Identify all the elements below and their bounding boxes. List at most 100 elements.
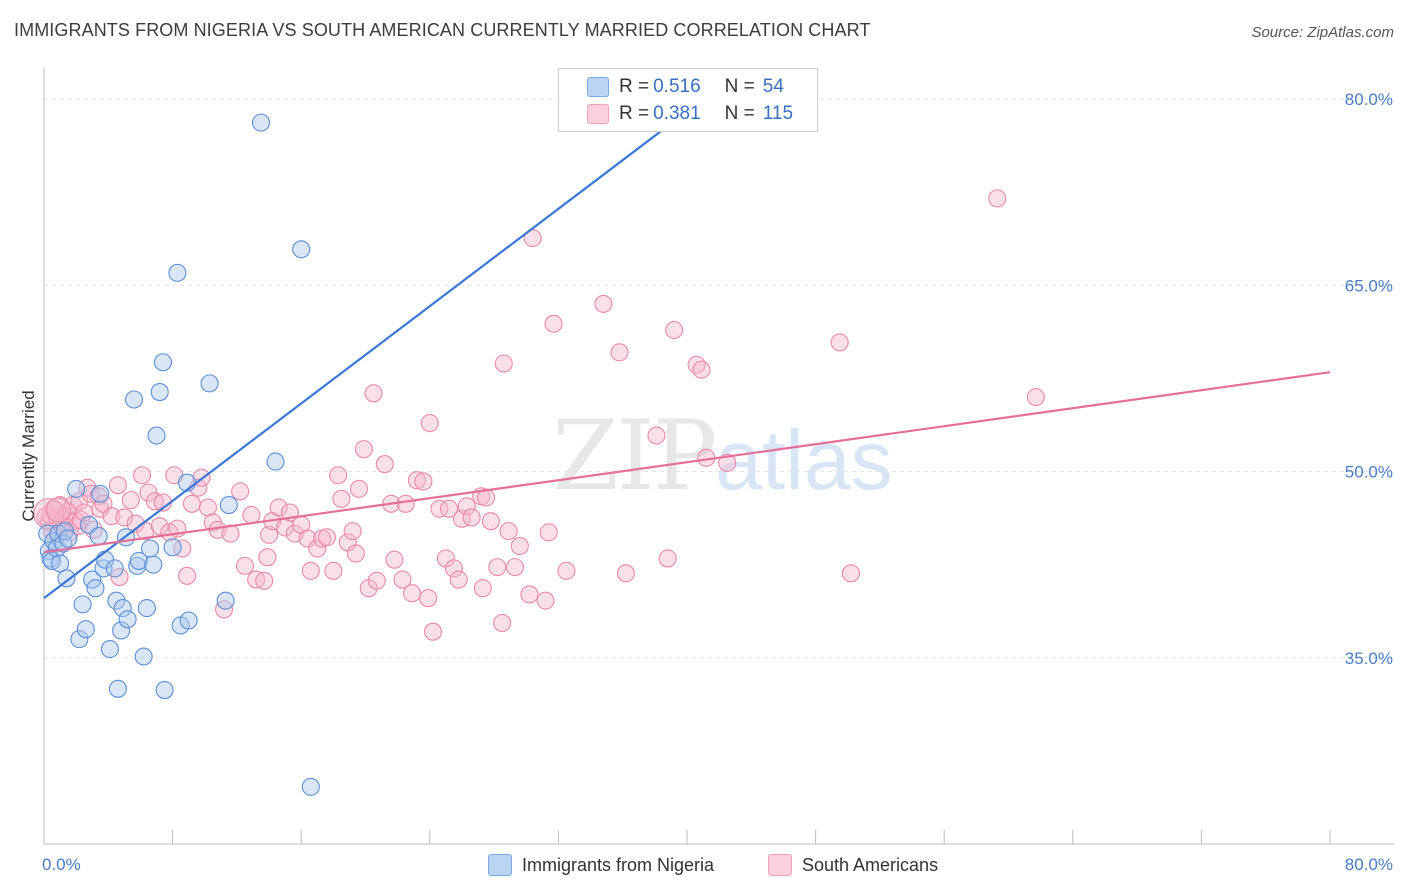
legend-n-value: 54 xyxy=(762,76,784,97)
point-south-americans xyxy=(440,499,459,518)
point-south-americans xyxy=(259,525,279,544)
legend-r-label: R = xyxy=(619,76,650,97)
point-nigeria xyxy=(301,777,320,796)
point-south-americans xyxy=(33,498,65,530)
point-south-americans xyxy=(494,354,513,373)
bottom-legend-swatch-pink xyxy=(768,854,792,876)
point-nigeria xyxy=(118,610,137,629)
point-nigeria xyxy=(137,599,156,618)
point-nigeria xyxy=(91,484,110,503)
point-south-americans xyxy=(449,570,468,589)
point-south-americans xyxy=(396,494,415,513)
point-south-americans xyxy=(830,333,849,352)
point-south-americans xyxy=(718,453,737,472)
point-south-americans xyxy=(269,498,288,517)
point-south-americans xyxy=(343,522,362,541)
point-nigeria xyxy=(124,390,144,409)
legend-swatch-pink xyxy=(587,104,609,124)
point-south-americans xyxy=(375,455,394,474)
point-south-americans xyxy=(102,507,121,526)
point-south-americans xyxy=(298,529,317,548)
x-tick-label: 0.0% xyxy=(42,855,81,874)
chart-title: IMMIGRANTS FROM NIGERIA VS SOUTH AMERICA… xyxy=(14,20,871,40)
legend-row-south-americans: R = 0.381 N = 115 xyxy=(587,101,793,127)
trend-line-nigeria xyxy=(43,110,688,600)
point-nigeria xyxy=(73,595,92,614)
point-south-americans xyxy=(505,558,525,577)
y-tick-label: 80.0% xyxy=(1345,90,1393,109)
point-south-americans xyxy=(1026,387,1045,407)
point-south-americans xyxy=(520,585,539,604)
point-south-americans xyxy=(536,591,555,610)
point-nigeria xyxy=(112,621,131,640)
point-south-americans xyxy=(317,528,336,547)
point-south-americans xyxy=(499,522,518,541)
point-south-americans xyxy=(692,360,711,379)
y-axis-label: Currently Married xyxy=(19,390,38,521)
point-south-americans xyxy=(473,579,492,598)
point-nigeria xyxy=(155,680,174,700)
point-nigeria xyxy=(292,240,311,259)
point-south-americans xyxy=(414,472,433,491)
point-south-americans xyxy=(647,426,666,445)
legend-r-value: 0.516 xyxy=(653,76,701,97)
point-south-americans xyxy=(45,497,72,523)
legend-r-label: R = xyxy=(619,103,650,124)
point-south-americans xyxy=(407,471,426,490)
bottom-legend-south-americans: South Americans xyxy=(768,852,938,878)
point-south-americans xyxy=(493,613,512,633)
point-south-americans xyxy=(481,512,500,531)
point-nigeria xyxy=(219,495,238,515)
point-south-americans xyxy=(91,499,110,518)
point-nigeria xyxy=(113,599,132,618)
legend-row-nigeria: R = 0.516 N = 54 xyxy=(587,74,784,100)
nigeria-points xyxy=(38,113,320,796)
point-nigeria xyxy=(70,630,89,649)
x-tick-label: 80.0% xyxy=(1345,855,1393,874)
point-nigeria xyxy=(86,579,105,598)
point-nigeria xyxy=(144,555,163,574)
point-nigeria xyxy=(100,640,119,659)
point-nigeria xyxy=(179,611,198,630)
point-south-americans xyxy=(594,294,613,313)
point-south-americans xyxy=(173,539,192,558)
point-south-americans xyxy=(988,189,1007,208)
watermark: ZIPatlas xyxy=(552,400,893,512)
point-nigeria xyxy=(76,620,95,639)
point-nigeria xyxy=(153,353,173,372)
bottom-legend-label: South Americans xyxy=(802,854,939,875)
point-south-americans xyxy=(393,570,412,589)
point-south-americans xyxy=(403,584,422,603)
point-south-americans xyxy=(108,476,127,495)
axes xyxy=(43,68,1394,845)
watermark-zip: ZIP xyxy=(552,400,717,512)
point-south-americans xyxy=(182,494,201,513)
legend-r-value: 0.381 xyxy=(653,103,701,124)
point-nigeria xyxy=(168,263,187,282)
point-south-americans xyxy=(301,561,320,580)
y-tick-label: 65.0% xyxy=(1345,276,1393,295)
legend: R = 0.516 N = 54 R = 0.381 N = 115 xyxy=(558,68,818,132)
point-south-americans xyxy=(457,497,476,516)
point-nigeria xyxy=(134,647,153,666)
point-south-americans xyxy=(324,561,343,580)
point-nigeria xyxy=(200,374,219,393)
point-nigeria xyxy=(141,539,160,558)
source-label: Source: ZipAtlas.com xyxy=(1251,24,1394,41)
point-south-americans xyxy=(235,556,254,575)
point-south-americans xyxy=(346,544,365,563)
point-nigeria xyxy=(89,527,108,546)
legend-swatch-blue xyxy=(587,77,609,97)
legend-n-label: N = xyxy=(724,76,755,97)
y-tick-label: 35.0% xyxy=(1345,649,1393,668)
south-americans-points xyxy=(33,189,1045,641)
point-nigeria xyxy=(57,569,76,588)
point-south-americans xyxy=(477,488,496,507)
tick-labels: 35.0% 50.0% 65.0% 80.0% 0.0% 80.0% xyxy=(42,90,1393,874)
point-south-americans xyxy=(332,489,351,508)
point-south-americans xyxy=(367,571,386,590)
point-nigeria xyxy=(251,113,271,132)
point-nigeria xyxy=(216,591,235,610)
point-south-americans xyxy=(84,520,103,539)
point-south-americans xyxy=(423,622,443,641)
